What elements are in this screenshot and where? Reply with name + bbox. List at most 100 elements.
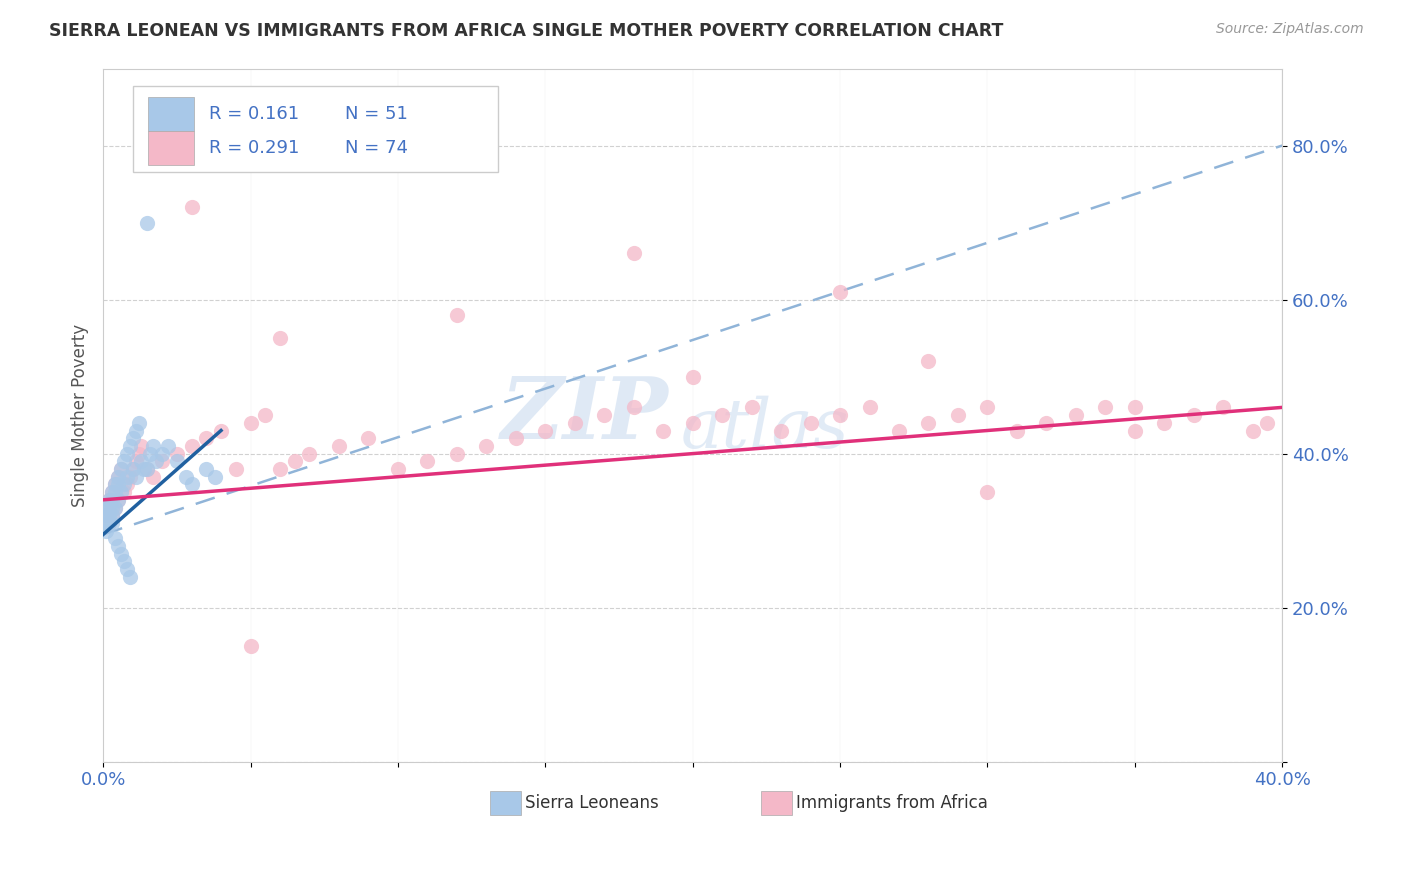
Point [101, 492, 124, 507]
Point [976, 401, 998, 415]
Point [124, 469, 146, 483]
Point [115, 562, 138, 576]
Point [1212, 401, 1234, 415]
Point [174, 469, 197, 483]
Point [98, 492, 121, 507]
Point [1241, 424, 1264, 438]
Point [446, 447, 468, 461]
Point [166, 447, 188, 461]
Point [121, 431, 143, 445]
Point [976, 485, 998, 500]
Point [112, 485, 135, 500]
Point [534, 424, 557, 438]
Point [1035, 416, 1057, 430]
Point [357, 431, 380, 445]
Point [946, 408, 969, 422]
Point [98, 500, 121, 515]
Point [107, 539, 129, 553]
Point [298, 447, 321, 461]
Point [101, 485, 124, 500]
Point [110, 547, 132, 561]
Point [110, 485, 132, 500]
Point [128, 447, 150, 461]
Point [107, 477, 129, 491]
Point [269, 462, 291, 476]
Point [682, 416, 704, 430]
Point [828, 285, 851, 299]
Point [101, 500, 124, 515]
FancyBboxPatch shape [489, 791, 520, 815]
Text: ZIP: ZIP [501, 374, 669, 457]
Point [917, 416, 939, 430]
FancyBboxPatch shape [148, 131, 194, 165]
Point [828, 408, 851, 422]
Point [387, 462, 409, 476]
Point [139, 447, 162, 461]
Point [104, 532, 127, 546]
Point [770, 424, 793, 438]
Point [94, 500, 117, 515]
Point [416, 454, 439, 468]
Point [104, 477, 127, 491]
FancyBboxPatch shape [761, 791, 792, 815]
Point [101, 485, 124, 500]
Text: SIERRA LEONEAN VS IMMIGRANTS FROM AFRICA SINGLE MOTHER POVERTY CORRELATION CHART: SIERRA LEONEAN VS IMMIGRANTS FROM AFRICA… [49, 22, 1004, 40]
Point [505, 431, 527, 445]
Point [104, 485, 127, 500]
Point [118, 439, 141, 453]
Point [104, 500, 127, 515]
Point [101, 516, 124, 530]
FancyBboxPatch shape [148, 96, 194, 130]
Point [180, 477, 202, 491]
Point [107, 492, 129, 507]
Point [101, 508, 124, 523]
Point [115, 477, 138, 491]
Point [121, 462, 143, 476]
Point [136, 462, 159, 476]
Point [115, 447, 138, 461]
Point [156, 439, 179, 453]
Point [94, 516, 117, 530]
Text: N = 51: N = 51 [344, 104, 408, 122]
Point [1123, 401, 1146, 415]
Point [800, 416, 823, 430]
Point [128, 416, 150, 430]
Point [858, 401, 880, 415]
Point [101, 508, 124, 523]
Point [112, 477, 135, 491]
Point [94, 508, 117, 523]
Point [98, 508, 121, 523]
Text: Immigrants from Africa: Immigrants from Africa [796, 794, 988, 813]
Point [107, 492, 129, 507]
Point [115, 469, 138, 483]
Text: Source: ZipAtlas.com: Source: ZipAtlas.com [1216, 22, 1364, 37]
Point [180, 200, 202, 214]
Point [112, 454, 135, 468]
Point [131, 439, 153, 453]
Point [711, 408, 734, 422]
Point [1153, 416, 1175, 430]
Text: atlas: atlas [681, 395, 849, 462]
Point [195, 431, 218, 445]
Text: N = 74: N = 74 [344, 139, 408, 157]
Point [239, 416, 262, 430]
Point [110, 462, 132, 476]
Point [112, 554, 135, 568]
Point [124, 454, 146, 468]
Point [204, 469, 226, 483]
Point [682, 369, 704, 384]
Point [104, 500, 127, 515]
Point [142, 469, 165, 483]
Point [166, 454, 188, 468]
Point [446, 308, 468, 322]
Point [209, 424, 232, 438]
FancyBboxPatch shape [132, 86, 498, 172]
Point [118, 469, 141, 483]
Point [150, 447, 173, 461]
Point [107, 469, 129, 483]
Point [225, 462, 247, 476]
Point [564, 416, 586, 430]
Point [1256, 416, 1278, 430]
Point [195, 462, 218, 476]
Text: Sierra Leoneans: Sierra Leoneans [526, 794, 659, 813]
